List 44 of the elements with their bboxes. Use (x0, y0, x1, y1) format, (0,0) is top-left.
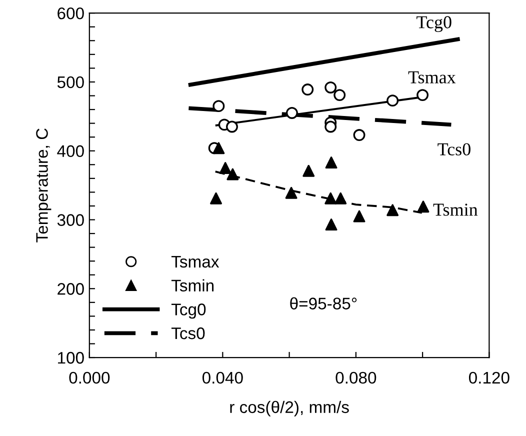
point (324, 120, 337, 133)
point (226, 168, 239, 180)
annotation: θ=95-85° (290, 297, 357, 310)
legend-label: Tsmin (171, 279, 214, 292)
legend-label: Tsmax (171, 256, 220, 268)
x-tick-label: 0.080 (336, 372, 376, 384)
y-tick-label: 200 (58, 283, 84, 295)
annotation: Tsmin (433, 204, 478, 216)
annotation: Tcg0 (416, 16, 452, 32)
x-axis-title: r cos(θ/2), mm/s (230, 400, 349, 416)
point (334, 192, 347, 204)
point (325, 156, 338, 169)
point (325, 218, 338, 231)
point (285, 186, 298, 199)
point (212, 142, 225, 154)
x-tick-label: 0.120 (468, 372, 510, 384)
legend-label: Tcg0 (171, 304, 206, 319)
annotation: Tcs0 (438, 143, 470, 156)
y-tick-label: 100 (58, 352, 84, 364)
point (416, 89, 429, 102)
annotation: Tsmax (408, 71, 456, 84)
point (353, 210, 366, 222)
y-axis-title: Temperature, C (36, 128, 52, 242)
legend-label: Tcs0 (171, 327, 205, 340)
y-tick-label: 300 (57, 214, 84, 226)
point (417, 200, 430, 213)
y-tick-label: 600 (58, 7, 84, 20)
point (386, 204, 399, 216)
point (353, 129, 366, 141)
x-tick-label: 0.000 (69, 372, 110, 384)
point (324, 192, 337, 204)
point (386, 94, 399, 107)
point (212, 100, 225, 112)
point (219, 162, 232, 174)
point (226, 120, 238, 133)
point (334, 89, 346, 102)
y-tick-label: 400 (57, 145, 84, 158)
point (302, 164, 315, 177)
point (302, 84, 314, 96)
point (210, 192, 222, 204)
x-tick-label: 0.040 (202, 372, 243, 384)
y-tick-label: 500 (57, 76, 84, 88)
point (324, 81, 337, 94)
point (286, 106, 298, 119)
